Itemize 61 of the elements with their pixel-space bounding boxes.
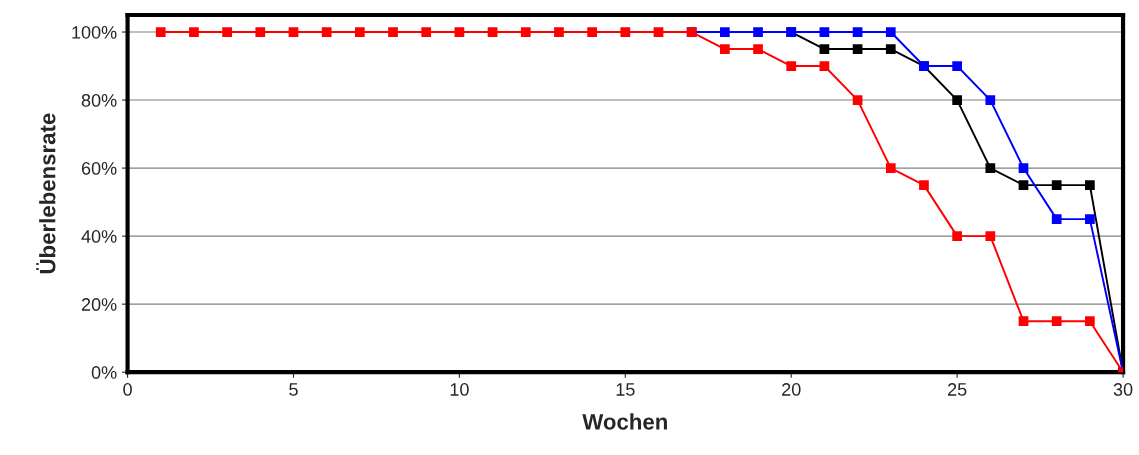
x-tick-label: 0 bbox=[123, 383, 132, 396]
point bbox=[852, 27, 863, 37]
x-tick-label: 15 bbox=[616, 383, 635, 396]
point bbox=[421, 27, 432, 37]
y-tick-label: 20% bbox=[81, 298, 117, 311]
point bbox=[720, 27, 730, 37]
y-axis-title: Überlebensrate bbox=[36, 113, 56, 274]
point bbox=[388, 27, 398, 37]
point bbox=[786, 61, 797, 71]
point bbox=[885, 44, 896, 54]
point bbox=[554, 27, 564, 37]
point bbox=[852, 95, 863, 105]
point bbox=[720, 44, 730, 54]
x-tick-label: 20 bbox=[782, 383, 801, 396]
point bbox=[985, 163, 996, 173]
point bbox=[454, 27, 465, 37]
x-tick-label: 25 bbox=[948, 383, 967, 396]
point bbox=[885, 27, 896, 37]
point bbox=[1018, 316, 1029, 327]
x-axis-title: Wochen bbox=[582, 413, 667, 430]
point bbox=[819, 27, 830, 37]
point bbox=[753, 44, 763, 54]
point bbox=[354, 27, 365, 37]
point bbox=[1051, 180, 1062, 190]
point bbox=[952, 231, 962, 241]
point bbox=[321, 27, 332, 37]
point bbox=[819, 61, 830, 71]
point bbox=[1051, 214, 1062, 224]
point bbox=[189, 27, 199, 37]
x-tick-label: 30 bbox=[1113, 383, 1133, 396]
point bbox=[1018, 163, 1029, 173]
point bbox=[620, 27, 631, 37]
point bbox=[520, 27, 531, 37]
point bbox=[155, 27, 166, 37]
point bbox=[952, 61, 962, 71]
point bbox=[919, 180, 929, 190]
point bbox=[885, 163, 896, 173]
y-tick-label: 0% bbox=[91, 366, 117, 379]
y-tick-label: 40% bbox=[81, 230, 117, 243]
point bbox=[653, 27, 664, 37]
x-tick-label: 10 bbox=[450, 383, 469, 396]
point bbox=[985, 231, 996, 241]
point bbox=[1085, 316, 1095, 327]
point bbox=[985, 95, 996, 105]
point bbox=[1051, 316, 1062, 327]
y-tick-label: 100% bbox=[72, 25, 117, 39]
y-tick-label: 80% bbox=[81, 93, 117, 107]
point bbox=[753, 27, 763, 37]
point bbox=[487, 27, 498, 37]
point bbox=[1018, 180, 1029, 190]
point bbox=[1085, 214, 1095, 224]
point bbox=[852, 44, 863, 54]
point bbox=[288, 27, 299, 37]
point bbox=[587, 27, 597, 37]
y-tick-label: 60% bbox=[81, 162, 117, 175]
point bbox=[1085, 180, 1095, 190]
point bbox=[819, 44, 830, 54]
point bbox=[255, 27, 266, 37]
point bbox=[222, 27, 232, 37]
point bbox=[952, 95, 962, 105]
x-tick-label: 5 bbox=[289, 383, 298, 396]
